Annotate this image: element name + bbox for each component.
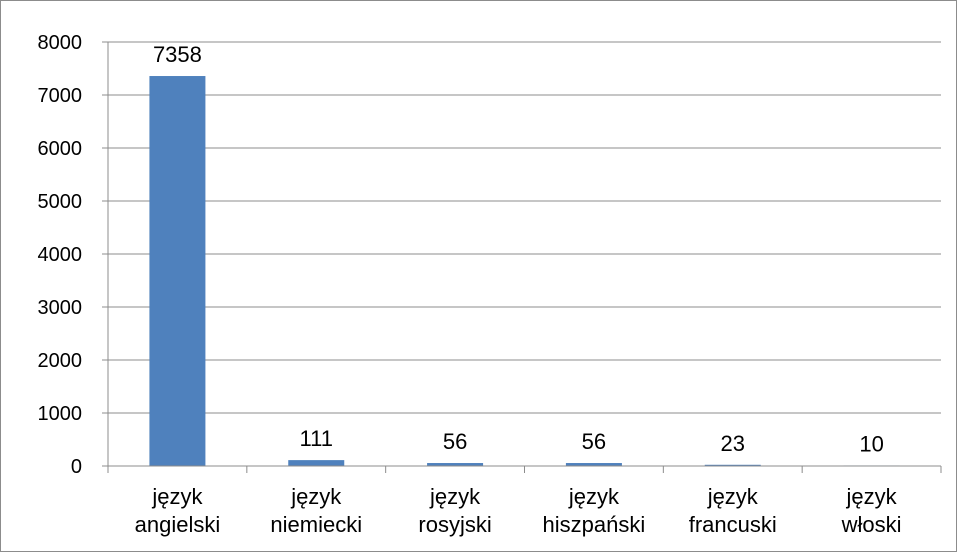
- bar: [288, 460, 345, 466]
- y-tick-label: 4000: [38, 244, 83, 266]
- x-tick-label: francuski: [689, 512, 777, 537]
- x-tick-label: język: [707, 484, 759, 509]
- y-tick-label: 6000: [38, 138, 83, 160]
- y-tick-label: 0: [71, 456, 82, 478]
- data-label: 7358: [153, 42, 202, 67]
- data-label: 56: [443, 429, 467, 454]
- data-label: 23: [721, 431, 745, 456]
- y-tick-label: 5000: [38, 191, 83, 213]
- x-tick-label: język: [568, 484, 620, 509]
- y-tick-label: 3000: [38, 297, 83, 319]
- bar: [149, 76, 206, 466]
- y-tick-label: 8000: [38, 32, 83, 54]
- bar: [565, 463, 622, 466]
- data-label: 56: [582, 429, 606, 454]
- x-tick-label: angielski: [135, 512, 221, 537]
- gridlines: [108, 41, 941, 414]
- data-label: 10: [859, 431, 883, 456]
- x-tick-label: niemiecki: [270, 512, 362, 537]
- y-tick-label: 2000: [38, 350, 83, 372]
- data-label: 111: [300, 426, 333, 451]
- labels: 0 1000 2000 3000 4000 5000 6000 7000 8000 7358 jęz…: [38, 32, 902, 537]
- y-tick-label: 1000: [38, 403, 83, 425]
- x-tick-label: włoski: [841, 512, 902, 537]
- bar: [427, 463, 484, 466]
- bar: [704, 464, 761, 466]
- x-tick-label: język: [290, 484, 342, 509]
- x-tick-label: język: [429, 484, 481, 509]
- x-tick-label: język: [151, 484, 203, 509]
- x-tick-label: język: [846, 484, 898, 509]
- bars: [149, 76, 900, 466]
- x-tick-label: hiszpański: [543, 512, 646, 537]
- x-tick-label: rosyjski: [418, 512, 491, 537]
- axes: [102, 41, 942, 473]
- y-tick-label: 7000: [38, 85, 83, 107]
